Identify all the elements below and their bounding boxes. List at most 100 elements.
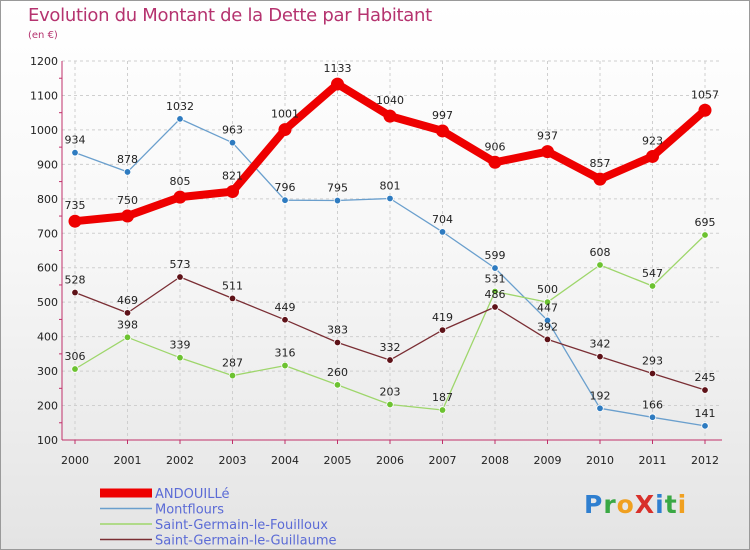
data-label: 735: [65, 199, 86, 212]
data-label: 821: [222, 170, 243, 183]
x-tick-label: 2004: [271, 454, 299, 467]
series-4: [68, 77, 712, 228]
data-label: 934: [65, 134, 86, 147]
x-tick-label: 2001: [114, 454, 142, 467]
data-label: 383: [327, 323, 348, 336]
data-point: [648, 413, 657, 421]
data-label: 316: [275, 347, 296, 360]
logo-letter: i: [677, 490, 688, 519]
logo-letter: o: [616, 490, 635, 519]
legend-swatch: [100, 488, 152, 498]
data-label: 339: [170, 339, 191, 352]
proxiti-logo: ProXiti: [584, 490, 687, 519]
legend-label: ANDOUILLé: [155, 487, 229, 502]
data-point: [333, 196, 342, 205]
legend-item: Saint-Germain-le-Fouilloux: [100, 518, 328, 533]
data-label: 906: [485, 140, 506, 153]
data-label: 287: [222, 357, 243, 370]
data-point: [281, 316, 289, 324]
data-point: [596, 352, 604, 361]
data-point: [596, 261, 604, 269]
data-label: 469: [117, 294, 138, 307]
logo-letter: X: [634, 490, 656, 519]
data-label: 245: [695, 371, 716, 384]
data-point: [281, 196, 289, 204]
x-tick-label: 2000: [61, 454, 89, 467]
data-label: 704: [432, 213, 453, 226]
x-tick-label: 2007: [429, 454, 457, 467]
data-point: [438, 326, 447, 334]
data-point: [646, 149, 659, 163]
data-label: 997: [432, 109, 453, 122]
logo-letter: t: [664, 490, 678, 519]
y-tick-label: 100: [37, 434, 58, 447]
data-point: [698, 103, 712, 117]
x-tick-label: 2010: [586, 454, 614, 467]
data-point: [543, 298, 552, 306]
data-point: [701, 231, 709, 239]
data-point: [386, 400, 394, 409]
data-label: 573: [170, 258, 191, 271]
y-tick-label: 700: [37, 227, 58, 240]
data-point: [226, 185, 239, 199]
data-label: 187: [432, 391, 453, 404]
data-point: [333, 338, 342, 347]
data-point: [383, 109, 397, 123]
series-2: [71, 231, 709, 414]
data-point: [281, 361, 289, 370]
data-label: 1133: [324, 62, 352, 75]
data-point: [68, 214, 82, 228]
y-tick-label: 400: [37, 331, 58, 344]
data-point: [701, 422, 709, 430]
y-tick-label: 800: [37, 193, 58, 206]
data-point: [386, 194, 394, 203]
data-label: 260: [327, 366, 348, 379]
x-tick-label: 2006: [376, 454, 404, 467]
x-tick-label: 2012: [691, 454, 719, 467]
x-tick-label: 2008: [481, 454, 509, 467]
data-label: 599: [485, 249, 506, 262]
data-label: 531: [485, 273, 506, 286]
data-point: [596, 404, 604, 413]
data-point: [438, 228, 447, 236]
y-tick-label: 1100: [30, 89, 58, 102]
data-label: 332: [380, 341, 401, 354]
data-point: [543, 335, 552, 344]
data-label: 447: [537, 301, 558, 314]
data-point: [543, 316, 552, 325]
data-label: 419: [432, 311, 453, 324]
logo-letter: P: [584, 490, 604, 519]
data-label: 500: [537, 283, 558, 296]
x-tick-label: 2009: [534, 454, 562, 467]
data-point: [123, 168, 132, 176]
data-point: [228, 371, 237, 380]
legend-label: Saint-Germain-le-Guillaume: [155, 534, 337, 549]
axes: 100 200 300 400 500 600 700 800 900 1000 1100 1200 2…: [30, 55, 722, 467]
data-point: [278, 123, 292, 137]
legend-item: ANDOUILLé: [100, 487, 229, 502]
logo-letter: r: [603, 490, 617, 519]
data-point: [491, 303, 499, 311]
data-label: 166: [642, 398, 663, 411]
data-point: [123, 309, 132, 317]
chart-subtitle: (en €): [28, 30, 58, 41]
data-label: 1001: [271, 108, 299, 121]
data-label: 141: [695, 407, 716, 420]
series-3: [71, 273, 709, 394]
data-label: 805: [170, 175, 191, 188]
data-label: 486: [485, 288, 506, 301]
data-point: [71, 365, 79, 373]
data-label: 449: [275, 301, 296, 314]
data-label: 1040: [376, 94, 404, 107]
data-label: 878: [117, 153, 138, 166]
data-label: 750: [117, 194, 138, 207]
y-tick-label: 900: [37, 158, 58, 171]
data-point: [176, 273, 184, 281]
data-label: 306: [65, 350, 86, 363]
data-label: 608: [590, 246, 611, 259]
legend: ANDOUILLéMontfloursSaint-Germain-le-Foui…: [100, 487, 337, 549]
legend-label: Saint-Germain-le-Fouilloux: [155, 518, 328, 533]
legend-label: Montflours: [155, 503, 224, 518]
data-label: 857: [590, 157, 611, 170]
y-tick-label: 1000: [30, 124, 58, 137]
